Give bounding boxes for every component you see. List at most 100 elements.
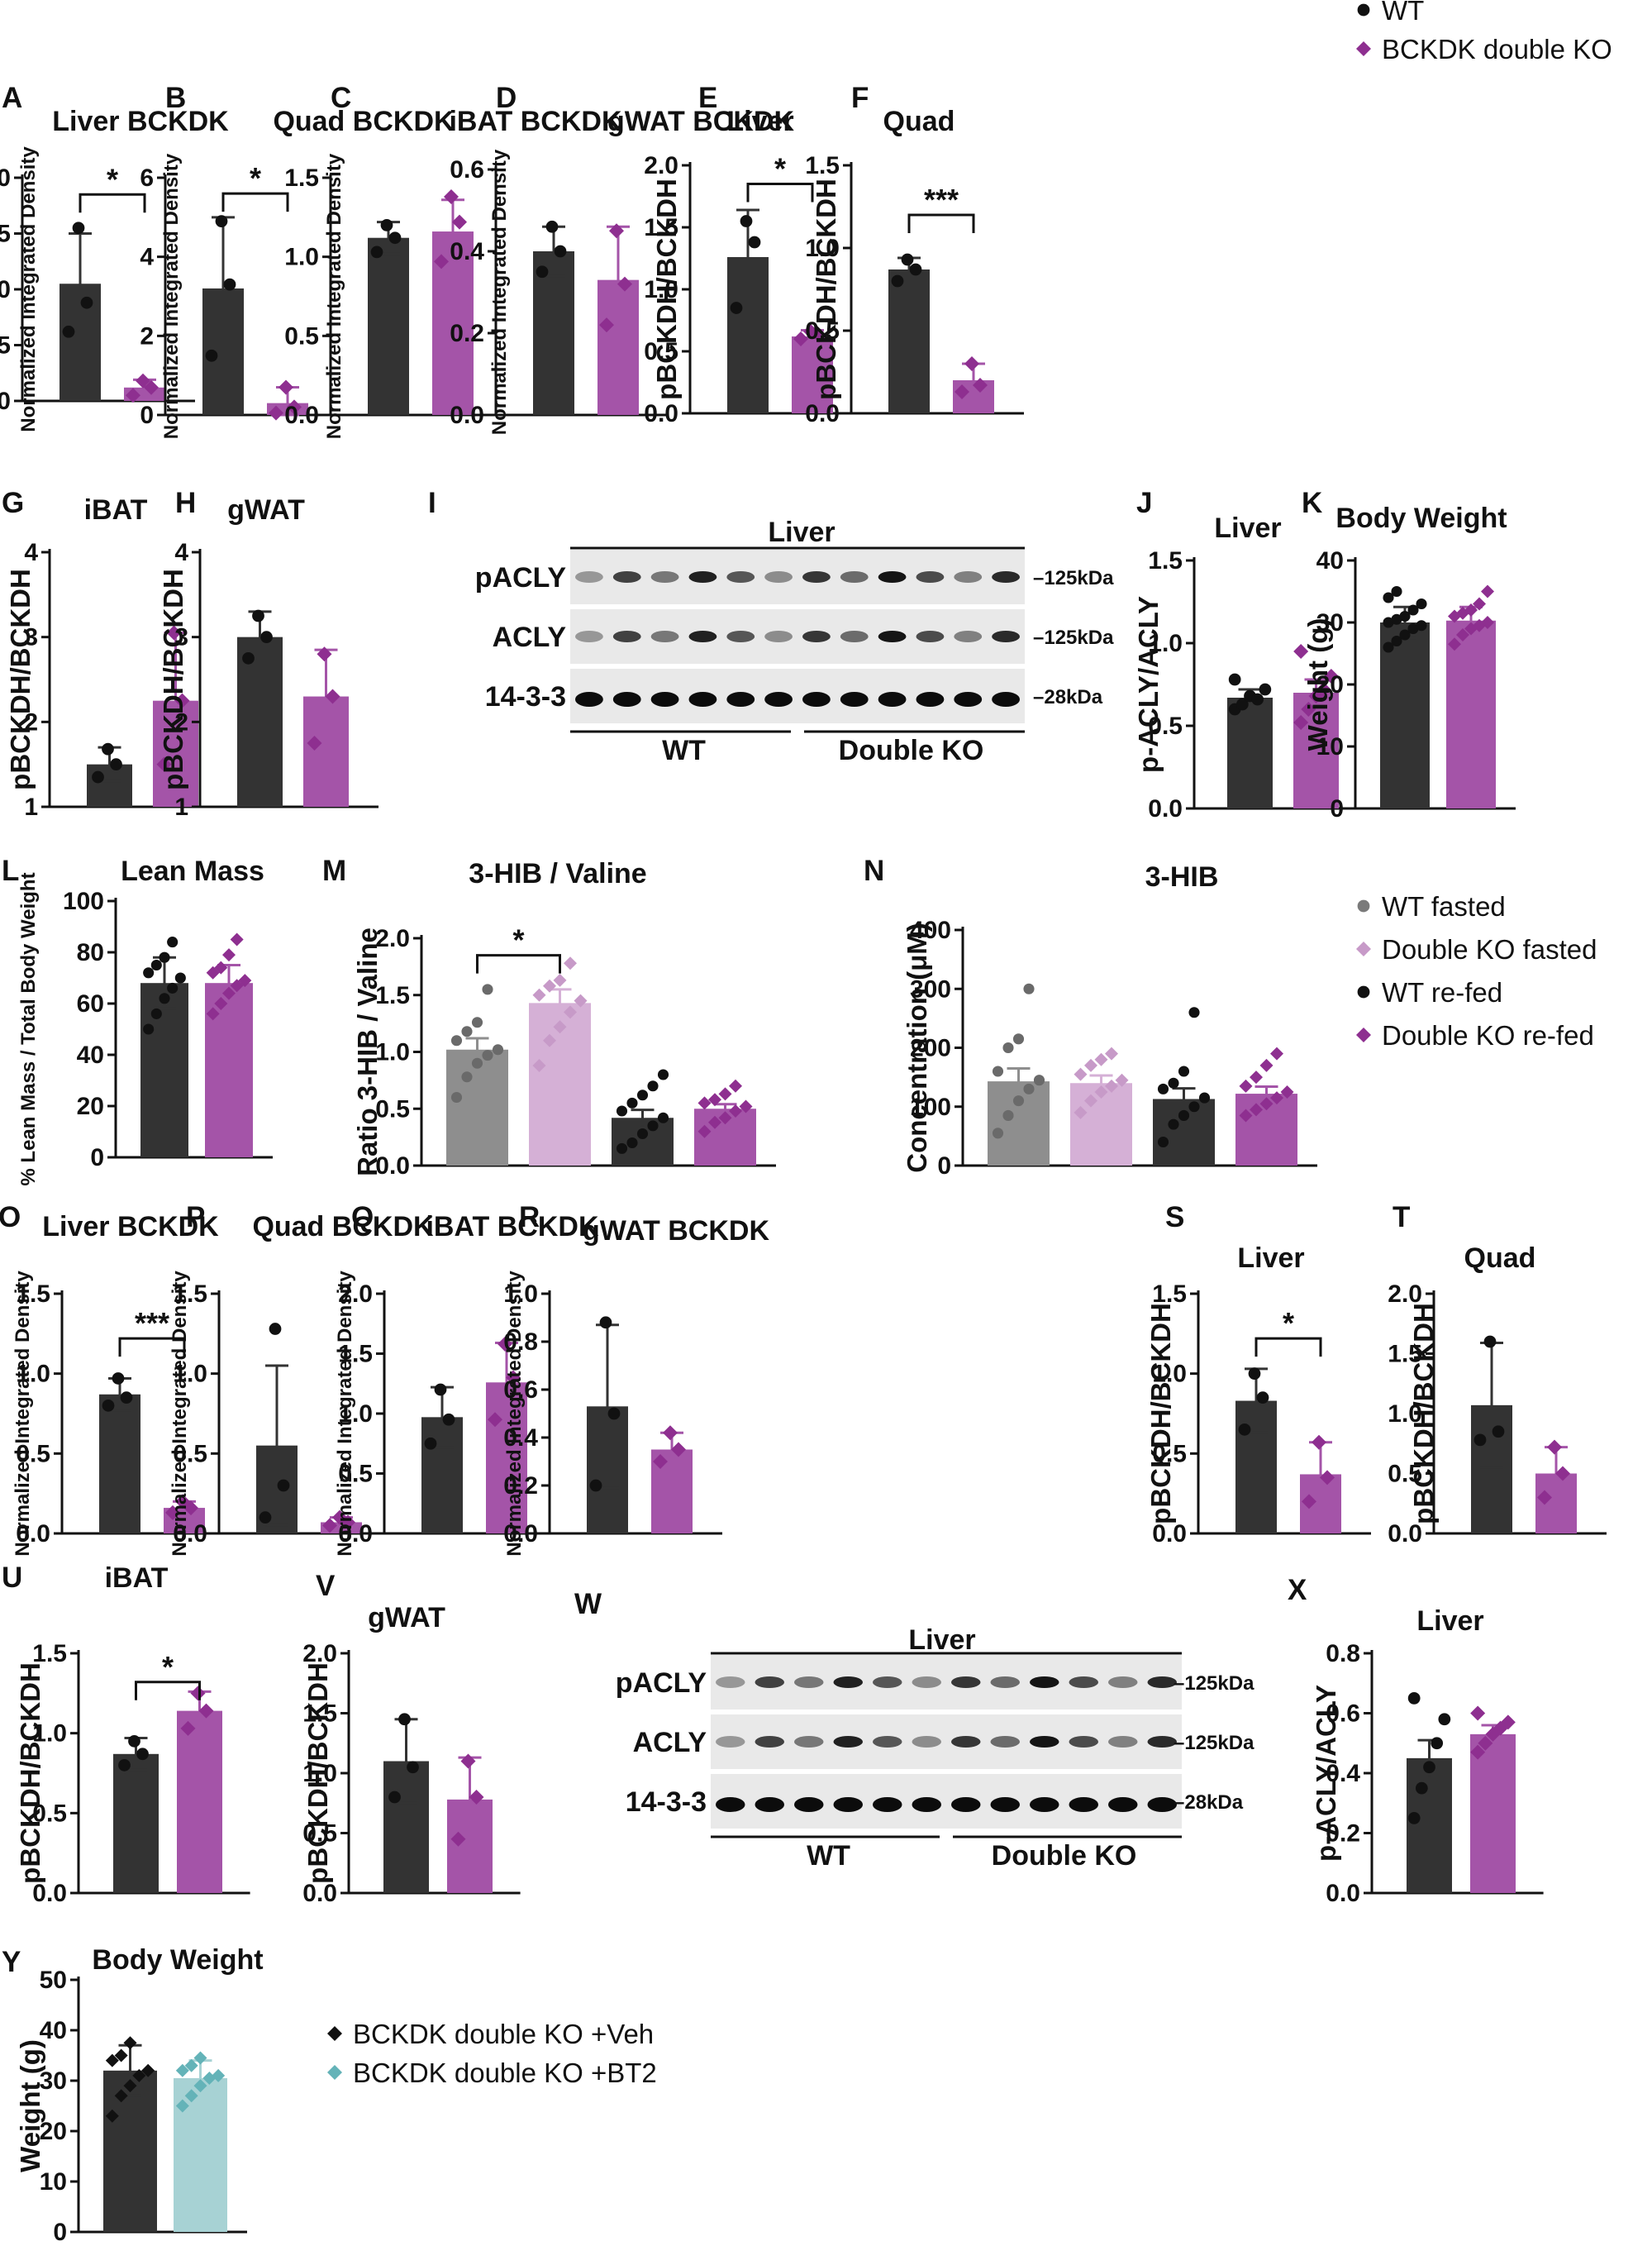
panel-letter: G xyxy=(2,487,24,519)
blot-row-label: ACLY xyxy=(633,1727,707,1758)
panel-letter: K xyxy=(1302,487,1322,519)
blot-band xyxy=(575,571,603,583)
data-point xyxy=(1470,1744,1486,1760)
data-point xyxy=(1438,1713,1451,1726)
data-point xyxy=(126,388,140,403)
data-point xyxy=(202,2071,217,2085)
data-point xyxy=(729,1079,742,1093)
y-tick-label: 1.0 xyxy=(338,1400,373,1428)
blot-band xyxy=(794,1736,824,1748)
panel-letter: U xyxy=(2,1562,22,1594)
data-point xyxy=(553,973,567,987)
chart-title: Liver xyxy=(1214,513,1281,544)
blot-band xyxy=(1108,1797,1138,1812)
data-point xyxy=(215,215,228,227)
chart-title: Lean Mass xyxy=(121,856,264,887)
chart-panel-k: K Body Weight Weight (g) 0 10 20 30 40 xyxy=(1302,487,1516,823)
data-point xyxy=(380,219,393,231)
y-tick-label: 80 xyxy=(77,939,104,966)
data-point xyxy=(1407,1811,1421,1824)
blot-strip xyxy=(570,550,1025,604)
data-point xyxy=(450,1831,466,1847)
y-tick-label: 1.5 xyxy=(805,152,840,179)
y-axis-label: pBCKDH/BCKDH xyxy=(158,569,188,790)
blot-band xyxy=(954,692,983,707)
data-point xyxy=(259,1511,272,1524)
y-tick-label: 30 xyxy=(40,2067,67,2095)
chart-panel-x: X Liver p-ACLY/ACLY 0.0 0.2 0.4 0.6 0.8 xyxy=(1288,1574,1544,1907)
data-point xyxy=(180,1720,196,1736)
data-point xyxy=(242,651,255,665)
data-point xyxy=(424,1437,437,1450)
data-point xyxy=(1473,1433,1487,1447)
data-point xyxy=(123,2036,137,2050)
blot-band xyxy=(990,1736,1020,1748)
data-point xyxy=(607,1407,621,1420)
data-point xyxy=(105,2109,119,2123)
y-tick-label: 0 xyxy=(1330,795,1344,823)
blot-band xyxy=(873,1736,902,1748)
bar-bckdk-double-ko xyxy=(1293,693,1339,808)
y-axis-label: pBCKDH/BCKDH xyxy=(302,1662,333,1884)
y-axis-label: Normalized Integrated Density xyxy=(169,1271,191,1557)
data-point xyxy=(230,932,244,947)
data-point xyxy=(492,1044,504,1056)
panel-letter: A xyxy=(2,82,22,114)
data-point xyxy=(62,325,75,338)
data-point xyxy=(708,1115,721,1129)
y-tick-label: 0 xyxy=(90,1144,104,1171)
data-point xyxy=(1248,1367,1261,1381)
data-point xyxy=(1547,1439,1562,1455)
data-point xyxy=(636,1090,649,1101)
bar-wt xyxy=(113,1753,159,1893)
significance-label: * xyxy=(774,152,786,186)
blot-band xyxy=(764,571,793,583)
bar-wt xyxy=(140,983,188,1157)
data-point xyxy=(1383,641,1394,653)
legend-label: BCKDK double KO +BT2 xyxy=(353,2058,657,2088)
data-point xyxy=(574,994,588,1008)
data-point xyxy=(1407,604,1419,616)
y-tick-label: 30 xyxy=(1316,609,1344,637)
y-tick-label: 2 xyxy=(174,708,188,736)
data-point xyxy=(223,278,236,291)
data-point xyxy=(482,984,493,995)
bar-wt xyxy=(368,237,409,415)
y-tick-label: 0.6 xyxy=(450,156,484,184)
y-axis-label: Normalized Integrated Density xyxy=(503,1271,526,1557)
data-point xyxy=(1157,1083,1169,1094)
panel-letter: L xyxy=(2,855,19,887)
panel-letter: N xyxy=(864,855,884,887)
data-point xyxy=(589,1479,602,1492)
data-point xyxy=(136,373,150,389)
y-tick-label: 60 xyxy=(77,990,104,1018)
y-tick-label: 4 xyxy=(140,244,154,271)
bar-wt xyxy=(1407,1757,1452,1893)
group-label: WT xyxy=(662,735,706,766)
y-axis-label: Normalized Integrated Density xyxy=(334,1271,356,1557)
data-point xyxy=(452,214,467,230)
data-point xyxy=(166,625,182,641)
bar-bckdk-double-ko xyxy=(792,336,833,413)
blot-kda-label: –28kDa xyxy=(1174,1791,1244,1814)
y-tick-label: 1.0 xyxy=(284,244,319,271)
data-point xyxy=(444,188,459,204)
blot-band xyxy=(916,692,945,707)
data-point xyxy=(553,1020,567,1034)
blot-band xyxy=(833,1797,863,1812)
y-axis-label: % Lean Mass / Total Body Weight xyxy=(17,872,40,1185)
legend-label: WT fasted xyxy=(1382,891,1506,922)
blot-band xyxy=(764,631,793,642)
blot-band xyxy=(802,571,831,583)
legend-marker xyxy=(1356,41,1371,56)
data-point xyxy=(325,689,340,704)
blot-row-label: 14-3-3 xyxy=(485,681,566,713)
data-point xyxy=(708,1093,721,1107)
y-tick-label: 1.5 xyxy=(284,165,319,192)
blot-row-label: pACLY xyxy=(475,562,567,594)
blot-band xyxy=(1030,1676,1059,1688)
data-point xyxy=(1094,1052,1108,1066)
data-point xyxy=(1023,983,1035,994)
y-tick-label: 100 xyxy=(910,1094,951,1121)
data-point xyxy=(1391,613,1402,625)
